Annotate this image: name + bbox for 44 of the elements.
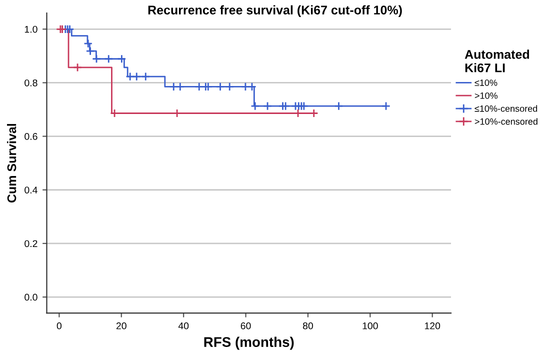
x-tick-label: 20 xyxy=(116,322,126,330)
y-tick-label: 0.8 xyxy=(24,79,38,86)
x-tick-label: 0 xyxy=(56,322,62,330)
x-tick-label: 80 xyxy=(302,322,313,330)
point xyxy=(169,82,178,92)
chart-title: Recurrence free survival (Ki67 cut-off 10%) xyxy=(148,5,402,17)
x-tick-label: 60 xyxy=(240,322,251,330)
point xyxy=(84,39,93,48)
legend-title: Automated Ki67 LI xyxy=(464,50,530,72)
y-tick-label: 0.4 xyxy=(24,186,38,194)
y-axis-title: Cum Survival xyxy=(7,124,16,203)
legend-label: >10%-censored xyxy=(474,118,538,125)
y-tick-label: 1.0 xyxy=(24,26,38,33)
legend-label: ≤10% xyxy=(474,80,498,86)
point xyxy=(204,82,213,92)
point xyxy=(194,82,204,92)
point xyxy=(176,82,185,92)
point xyxy=(141,72,150,82)
legend-label: ≤10%-censored xyxy=(474,105,538,112)
x-tick-label: 100 xyxy=(362,322,378,330)
point xyxy=(247,82,256,92)
x-tick-label: 40 xyxy=(178,322,189,330)
point xyxy=(382,102,391,111)
y-tick-label: 0.2 xyxy=(24,240,38,248)
point xyxy=(225,82,234,92)
point xyxy=(216,82,225,92)
x-axis-title: RFS (months) xyxy=(204,336,294,350)
point xyxy=(104,54,114,64)
point xyxy=(92,54,102,64)
point xyxy=(281,102,290,111)
point xyxy=(73,62,82,72)
y-tick-label: 0.6 xyxy=(24,133,38,140)
point xyxy=(334,102,344,111)
point xyxy=(250,102,260,111)
point xyxy=(240,82,250,92)
legend-label: >10% xyxy=(474,92,498,99)
point xyxy=(299,102,308,111)
point xyxy=(126,72,135,82)
y-tick-label: 0.0 xyxy=(24,294,38,301)
point xyxy=(263,102,272,111)
point xyxy=(117,54,126,64)
x-tick-label: 120 xyxy=(424,322,440,330)
point xyxy=(132,72,142,82)
point xyxy=(86,46,95,56)
